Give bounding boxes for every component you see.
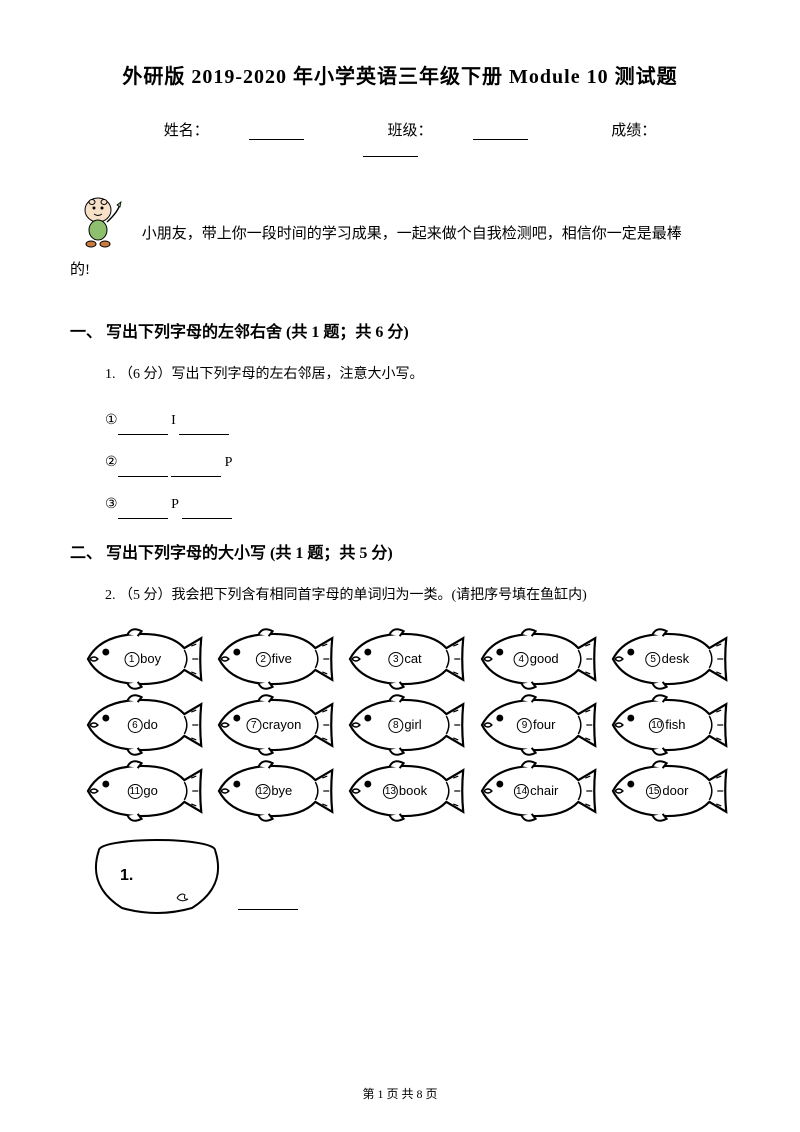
bowl-blank[interactable] bbox=[238, 909, 298, 910]
fish-item: 12bye bbox=[211, 760, 336, 822]
blank[interactable] bbox=[118, 476, 168, 477]
blank[interactable] bbox=[118, 518, 168, 519]
fish-label: 4good bbox=[514, 651, 559, 667]
fish-item: 8girl bbox=[342, 694, 467, 756]
sub-item-3: ③ P bbox=[105, 491, 730, 519]
cartoon-icon bbox=[70, 192, 130, 252]
score-blank[interactable] bbox=[363, 156, 418, 157]
score-label: 成绩： bbox=[611, 123, 656, 139]
svg-text:1.: 1. bbox=[120, 867, 133, 884]
name-label: 姓名： bbox=[164, 123, 209, 139]
question-2: 2. （5 分）我会把下列含有相同首字母的单词归为一类。(请把序号填在鱼缸内) bbox=[105, 581, 730, 612]
fish-label: 2five bbox=[256, 651, 292, 667]
question-1: 1. （6 分）写出下列字母的左右邻居，注意大小写。 bbox=[105, 360, 730, 391]
sub-item-1: ① I bbox=[105, 407, 730, 435]
intro-text-1: 小朋友，带上你一段时间的学习成果，一起来做个自我检测吧，相信你一定是最棒 bbox=[142, 226, 682, 242]
fish-label: 11go bbox=[127, 783, 157, 799]
sub-item-2: ② P bbox=[105, 449, 730, 477]
fish-item: 2five bbox=[211, 628, 336, 690]
fish-item: 15door bbox=[605, 760, 730, 822]
section1-header: 一、 写出下列字母的左邻右舍 (共 1 题；共 6 分) bbox=[70, 318, 730, 342]
fish-label: 12bye bbox=[255, 783, 292, 799]
info-line: 姓名： 班级： 成绩： bbox=[70, 119, 730, 157]
blank[interactable] bbox=[171, 476, 221, 477]
blank[interactable] bbox=[179, 434, 229, 435]
bowl-block: 1. bbox=[82, 836, 730, 918]
fish-item: 13book bbox=[342, 760, 467, 822]
fish-item: 10fish bbox=[605, 694, 730, 756]
fish-label: 10fish bbox=[649, 717, 685, 733]
fish-item: 5desk bbox=[605, 628, 730, 690]
fish-item: 3cat bbox=[342, 628, 467, 690]
section2-header: 二、 写出下列字母的大小写 (共 1 题；共 5 分) bbox=[70, 539, 730, 563]
fish-item: 7crayon bbox=[211, 694, 336, 756]
fish-label: 8girl bbox=[388, 717, 421, 733]
intro-block: 小朋友，带上你一段时间的学习成果，一起来做个自我检测吧，相信你一定是最棒 的! bbox=[70, 192, 730, 288]
page-title: 外研版 2019-2020 年小学英语三年级下册 Module 10 测试题 bbox=[70, 60, 730, 89]
fish-label: 9four bbox=[517, 717, 555, 733]
fish-label: 7crayon bbox=[246, 717, 301, 733]
class-label: 班级： bbox=[387, 123, 432, 139]
fish-label: 5desk bbox=[646, 651, 689, 667]
fish-label: 1boy bbox=[124, 651, 161, 667]
fish-item: 14chair bbox=[474, 760, 599, 822]
fish-item: 11go bbox=[80, 760, 205, 822]
class-blank[interactable] bbox=[473, 139, 528, 140]
intro-text-2: 的! bbox=[70, 252, 730, 288]
fish-label: 13book bbox=[383, 783, 427, 799]
fish-item: 4good bbox=[474, 628, 599, 690]
fish-label: 14chair bbox=[514, 783, 558, 799]
page-footer: 第 1 页 共 8 页 bbox=[0, 1085, 800, 1102]
fish-label: 3cat bbox=[388, 651, 421, 667]
fish-label: 6do bbox=[127, 717, 157, 733]
fish-item: 1boy bbox=[80, 628, 205, 690]
blank[interactable] bbox=[182, 518, 232, 519]
fish-item: 6do bbox=[80, 694, 205, 756]
fishbowl-icon: 1. bbox=[82, 836, 232, 918]
fish-grid: 1boy 2five 3cat 4good 5desk 6do 7crayo bbox=[80, 628, 730, 822]
fish-label: 15door bbox=[646, 783, 688, 799]
fish-item: 9four bbox=[474, 694, 599, 756]
blank[interactable] bbox=[118, 434, 168, 435]
name-blank[interactable] bbox=[249, 139, 304, 140]
